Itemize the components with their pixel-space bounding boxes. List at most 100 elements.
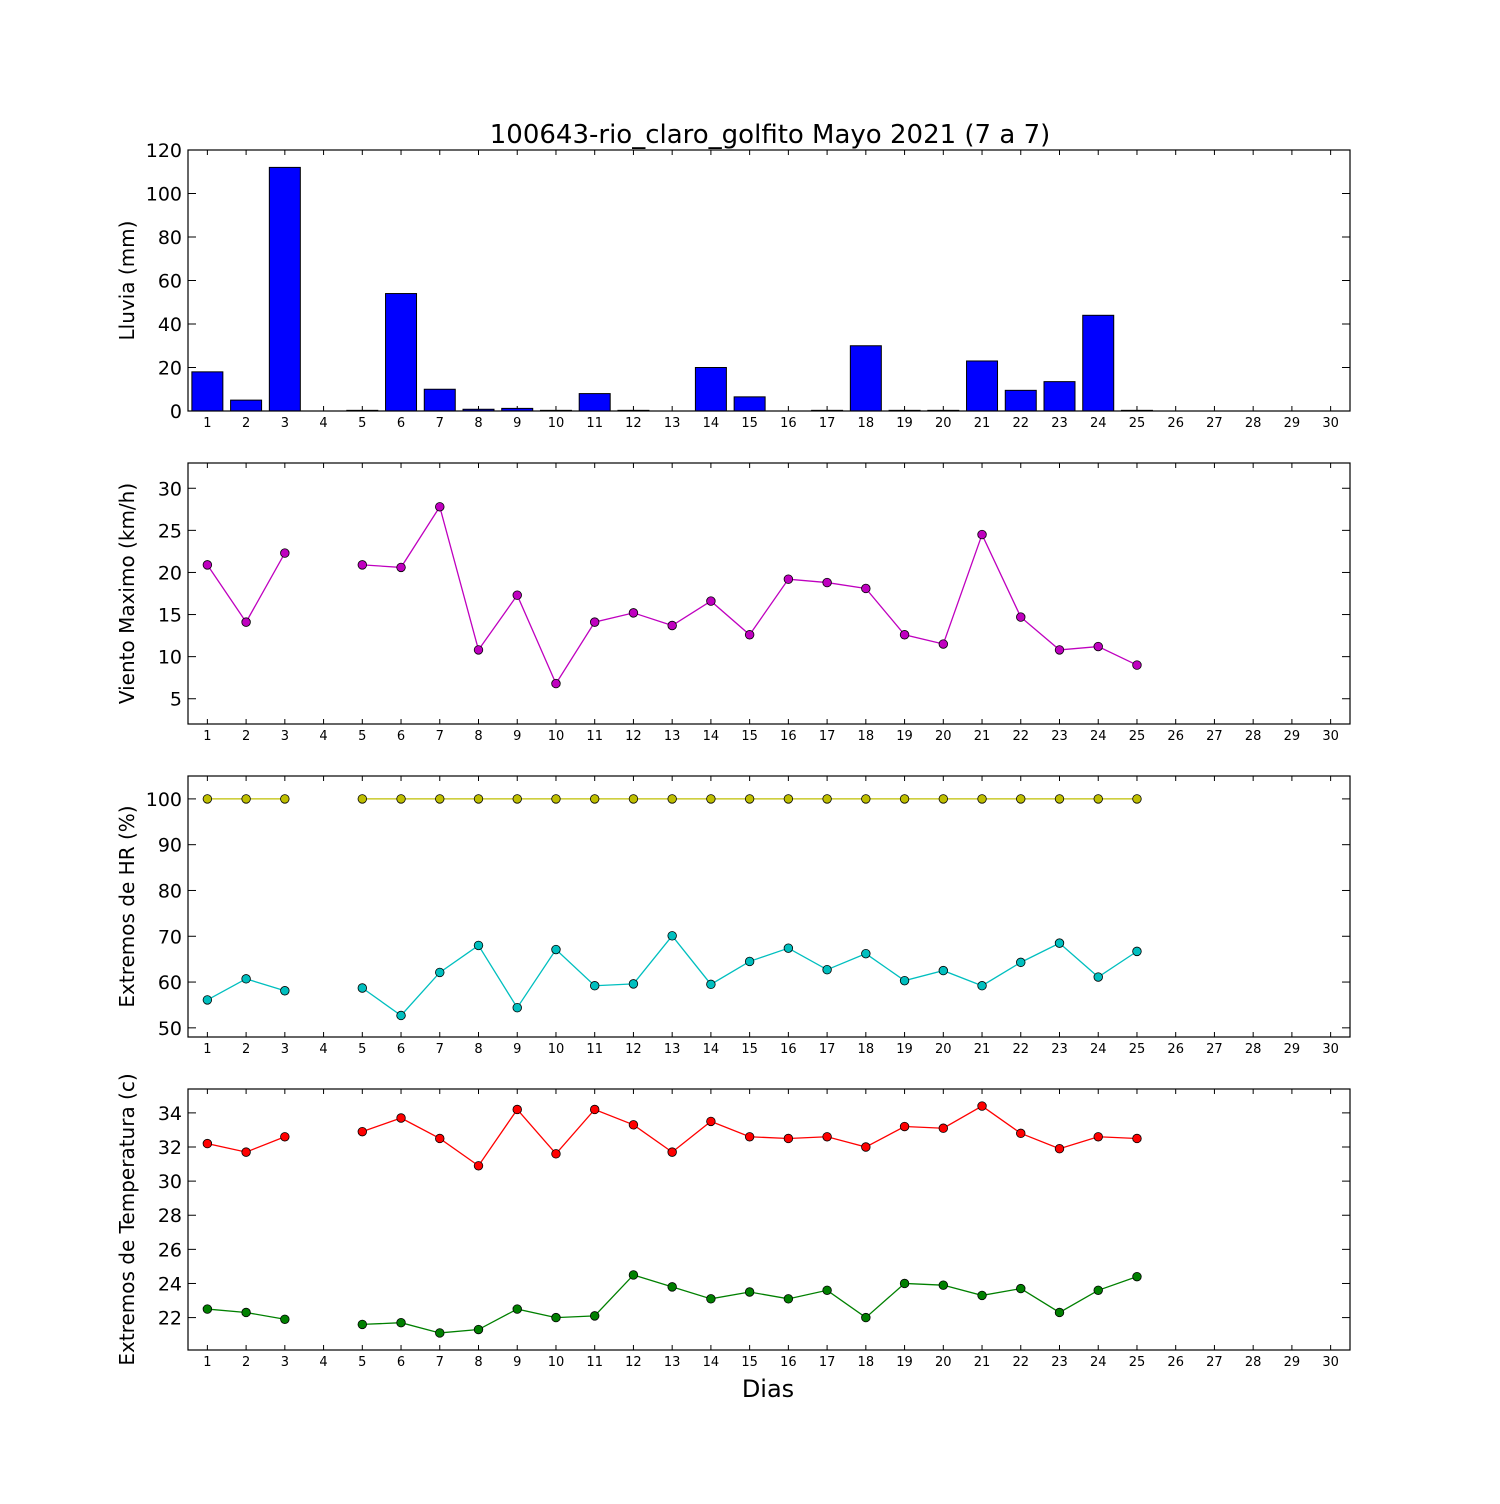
rain-xtick-label: 17 bbox=[819, 416, 836, 431]
rain-bar bbox=[191, 371, 224, 412]
rain-xtick-label: 10 bbox=[548, 416, 565, 431]
temp-xtick-label: 25 bbox=[1129, 1355, 1146, 1370]
rain-xtick-label: 18 bbox=[858, 416, 875, 431]
temp-xtick-label: 6 bbox=[397, 1355, 405, 1370]
rain-xtick-label: 9 bbox=[513, 416, 521, 431]
wind-point bbox=[783, 574, 794, 584]
hr-max-point bbox=[473, 794, 484, 804]
hr-min-point bbox=[241, 974, 251, 984]
wind-y-axis-label: Viento Maximo (km/h) bbox=[115, 483, 139, 704]
temp-xtick-label: 15 bbox=[741, 1355, 758, 1370]
temp-min-point bbox=[861, 1312, 871, 1323]
rain-bar bbox=[423, 388, 456, 412]
hr-xtick-label: 3 bbox=[281, 1042, 289, 1057]
wind-xtick-label: 10 bbox=[548, 729, 565, 744]
wind-xtick-label: 23 bbox=[1051, 729, 1068, 744]
temp-max-point bbox=[861, 1142, 871, 1152]
rain-bar bbox=[1043, 381, 1076, 412]
wind-point bbox=[512, 590, 522, 600]
hr-min-point bbox=[551, 944, 561, 955]
hr-max-point bbox=[938, 794, 949, 804]
temp-max-point bbox=[435, 1133, 445, 1144]
temp-xtick-label: 8 bbox=[474, 1355, 482, 1370]
rain-bar bbox=[849, 345, 882, 412]
temp-max-point bbox=[977, 1101, 987, 1111]
hr-xtick-label: 19 bbox=[896, 1042, 913, 1057]
hr-min-point bbox=[667, 931, 677, 941]
wind-xtick-label: 1 bbox=[203, 729, 211, 744]
rain-xtick-label: 30 bbox=[1322, 416, 1339, 431]
wind-point bbox=[938, 639, 949, 649]
rain-ytick-label: 100 bbox=[146, 184, 182, 206]
rain-xtick-label: 26 bbox=[1167, 416, 1184, 431]
wind-xtick-label: 30 bbox=[1322, 729, 1339, 744]
temp-max-point bbox=[1093, 1132, 1103, 1142]
temp-xtick-label: 26 bbox=[1167, 1355, 1184, 1370]
rain-xtick-label: 13 bbox=[664, 416, 681, 431]
temp-xtick-label: 17 bbox=[819, 1355, 836, 1370]
hr-max-point bbox=[822, 794, 832, 804]
wind-xtick-label: 14 bbox=[703, 729, 720, 744]
hr-max-point bbox=[628, 794, 639, 804]
temp-max-point bbox=[706, 1116, 716, 1127]
hr-min-point bbox=[512, 1002, 522, 1013]
wind-point bbox=[280, 548, 290, 558]
wind-xtick-label: 15 bbox=[741, 729, 758, 744]
temp-min-point bbox=[512, 1304, 522, 1314]
temp-min-point bbox=[280, 1314, 290, 1324]
temp-min-point bbox=[1093, 1285, 1103, 1295]
temp-y-axis-label: Extremos de Temperatura (c) bbox=[115, 1073, 139, 1365]
hr-min-point bbox=[1054, 938, 1065, 948]
hr-xtick-label: 14 bbox=[703, 1042, 720, 1057]
wind-ytick-label: 20 bbox=[158, 562, 182, 584]
wind-xtick-label: 5 bbox=[358, 729, 366, 744]
hr-min-point bbox=[1132, 946, 1142, 957]
hr-xtick-label: 6 bbox=[397, 1042, 405, 1057]
wind-ytick-label: 5 bbox=[170, 689, 182, 711]
temp-min-point bbox=[202, 1304, 213, 1314]
hr-xtick-label: 2 bbox=[242, 1042, 250, 1057]
temp-max-point bbox=[241, 1147, 251, 1157]
hr-xtick-label: 27 bbox=[1206, 1042, 1223, 1057]
wind-xtick-label: 29 bbox=[1284, 729, 1301, 744]
hr-ytick-label: 80 bbox=[158, 880, 182, 902]
rain-xtick-label: 12 bbox=[625, 416, 642, 431]
hr-max-point bbox=[667, 794, 677, 804]
rain-y-axis-label: Lluvia (mm) bbox=[115, 221, 139, 341]
temp-max-point bbox=[551, 1149, 561, 1159]
temp-ytick-label: 22 bbox=[158, 1308, 182, 1330]
wind-point bbox=[357, 560, 368, 570]
rain-xtick-label: 8 bbox=[474, 416, 482, 431]
temp-xtick-label: 2 bbox=[242, 1355, 250, 1370]
hr-xtick-label: 8 bbox=[474, 1042, 482, 1057]
wind-point bbox=[551, 678, 561, 689]
temp-plot-frame bbox=[187, 1088, 1351, 1351]
temp-max-point bbox=[512, 1104, 522, 1115]
rain-xtick-label: 19 bbox=[896, 416, 913, 431]
hr-min-point bbox=[280, 986, 290, 996]
rain-xtick-label: 22 bbox=[1012, 416, 1029, 431]
hr-min-point bbox=[1016, 957, 1026, 968]
temp-xtick-label: 24 bbox=[1090, 1355, 1107, 1370]
hr-xtick-label: 17 bbox=[819, 1042, 836, 1057]
hr-max-point bbox=[280, 794, 290, 804]
wind-xtick-label: 26 bbox=[1167, 729, 1184, 744]
temp-max-point bbox=[473, 1161, 484, 1171]
rain-ytick-label: 0 bbox=[170, 401, 182, 423]
hr-max-point bbox=[202, 794, 213, 804]
hr-max-point bbox=[1054, 794, 1065, 804]
rain-plot-frame bbox=[187, 149, 1351, 412]
wind-point bbox=[435, 502, 445, 512]
hr-max-point bbox=[899, 794, 910, 804]
temp-max-point bbox=[628, 1120, 639, 1130]
hr-xtick-label: 15 bbox=[741, 1042, 758, 1057]
wind-point bbox=[241, 617, 251, 627]
rain-xtick-label: 23 bbox=[1051, 416, 1068, 431]
temp-min-line bbox=[362, 1274, 1138, 1334]
rain-xtick-label: 16 bbox=[780, 416, 797, 431]
rain-xtick-label: 2 bbox=[242, 416, 250, 431]
hr-xtick-label: 29 bbox=[1284, 1042, 1301, 1057]
temp-max-point bbox=[1054, 1144, 1065, 1154]
hr-plot-frame bbox=[187, 775, 1351, 1038]
